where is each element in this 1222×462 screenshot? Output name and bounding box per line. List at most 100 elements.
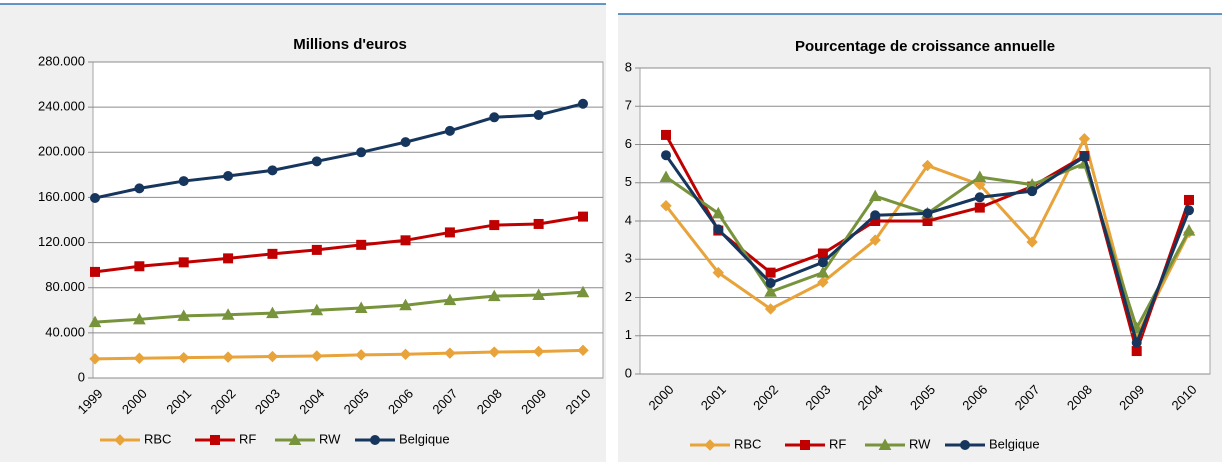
y-tick-label: 7	[625, 98, 632, 113]
marker	[489, 220, 500, 231]
legend-marker	[878, 438, 892, 450]
marker	[578, 211, 588, 222]
plot-area	[92, 61, 604, 379]
y-tick-label: 3	[625, 251, 632, 266]
marker	[311, 156, 322, 167]
legend-label: RBC	[734, 436, 761, 451]
marker	[178, 176, 189, 187]
marker	[817, 257, 828, 268]
marker	[869, 234, 881, 246]
y-tick-label: 160.000	[38, 189, 85, 204]
marker	[764, 285, 777, 297]
series-line	[94, 290, 584, 324]
marker	[400, 137, 411, 148]
y-tick-label: 80.000	[45, 279, 85, 294]
marker	[870, 210, 881, 221]
marker	[1027, 186, 1038, 197]
marker	[533, 110, 544, 121]
legend-label: RF	[239, 431, 256, 446]
legend-label: Belgique	[399, 431, 450, 446]
marker	[488, 346, 500, 358]
marker	[661, 150, 671, 161]
y-tick-label: 5	[625, 174, 632, 189]
marker	[487, 289, 501, 302]
marker	[311, 350, 323, 362]
marker	[576, 285, 590, 298]
legend-label: RW	[319, 431, 341, 446]
marker	[532, 288, 545, 301]
marker	[266, 306, 279, 319]
y-tick-label: 1	[625, 327, 632, 342]
marker	[661, 129, 671, 140]
marker	[178, 351, 190, 364]
marker	[577, 344, 589, 357]
marker	[356, 239, 367, 250]
marker	[310, 303, 324, 316]
y-tick-label: 0	[625, 365, 632, 380]
marker	[974, 178, 986, 191]
marker	[922, 208, 933, 219]
chart-title: Millions d'euros	[293, 36, 407, 53]
marker	[974, 192, 985, 203]
y-tick-label: 40.000	[45, 324, 85, 339]
marker	[222, 351, 234, 363]
y-tick-label: 0	[78, 369, 85, 384]
marker	[713, 224, 724, 235]
legend-marker	[288, 433, 302, 445]
marker	[974, 202, 985, 213]
marker	[921, 159, 934, 172]
legend-marker	[800, 440, 810, 450]
marker	[223, 170, 234, 181]
marker	[356, 147, 367, 158]
marker	[1078, 133, 1091, 145]
marker	[532, 345, 545, 358]
marker	[1131, 346, 1142, 357]
marker	[1182, 224, 1196, 236]
marker	[399, 298, 412, 311]
legend-marker	[370, 435, 380, 445]
legend-label: RF	[829, 436, 846, 451]
marker	[868, 189, 882, 202]
marker	[816, 266, 830, 278]
marker	[973, 170, 987, 183]
marker	[444, 347, 456, 359]
y-tick-label: 120.000	[38, 234, 85, 249]
marker	[177, 309, 191, 321]
marker	[817, 248, 828, 259]
marker	[1131, 337, 1142, 348]
y-tick-label: 4	[625, 212, 632, 227]
marker	[134, 261, 145, 272]
series-line	[94, 215, 584, 274]
marker	[765, 277, 776, 288]
marker	[444, 227, 455, 238]
marker	[223, 253, 234, 264]
marker	[90, 266, 100, 277]
marker	[659, 170, 673, 183]
y-tick-label: 240.000	[38, 99, 85, 114]
marker	[267, 165, 278, 176]
legend-label: RW	[909, 436, 931, 451]
marker	[1184, 194, 1194, 205]
marker	[489, 112, 500, 123]
marker	[817, 276, 829, 288]
legend-label: RBC	[144, 431, 171, 446]
chart-title: Pourcentage de croissance annuelle	[795, 38, 1055, 55]
legend-marker	[960, 440, 970, 450]
marker	[443, 293, 457, 306]
legend-marker	[114, 434, 126, 446]
marker	[355, 349, 367, 361]
marker	[90, 192, 100, 203]
marker	[178, 257, 189, 268]
y-tick-label: 280.000	[38, 53, 85, 68]
marker	[765, 267, 776, 278]
legend-marker	[704, 439, 716, 451]
y-tick-label: 8	[625, 59, 632, 74]
marker	[400, 235, 411, 246]
y-tick-label: 6	[625, 136, 632, 151]
marker	[712, 266, 725, 279]
marker	[133, 352, 146, 364]
marker	[88, 315, 102, 328]
marker	[1184, 205, 1194, 216]
y-tick-label: 200.000	[38, 144, 85, 159]
